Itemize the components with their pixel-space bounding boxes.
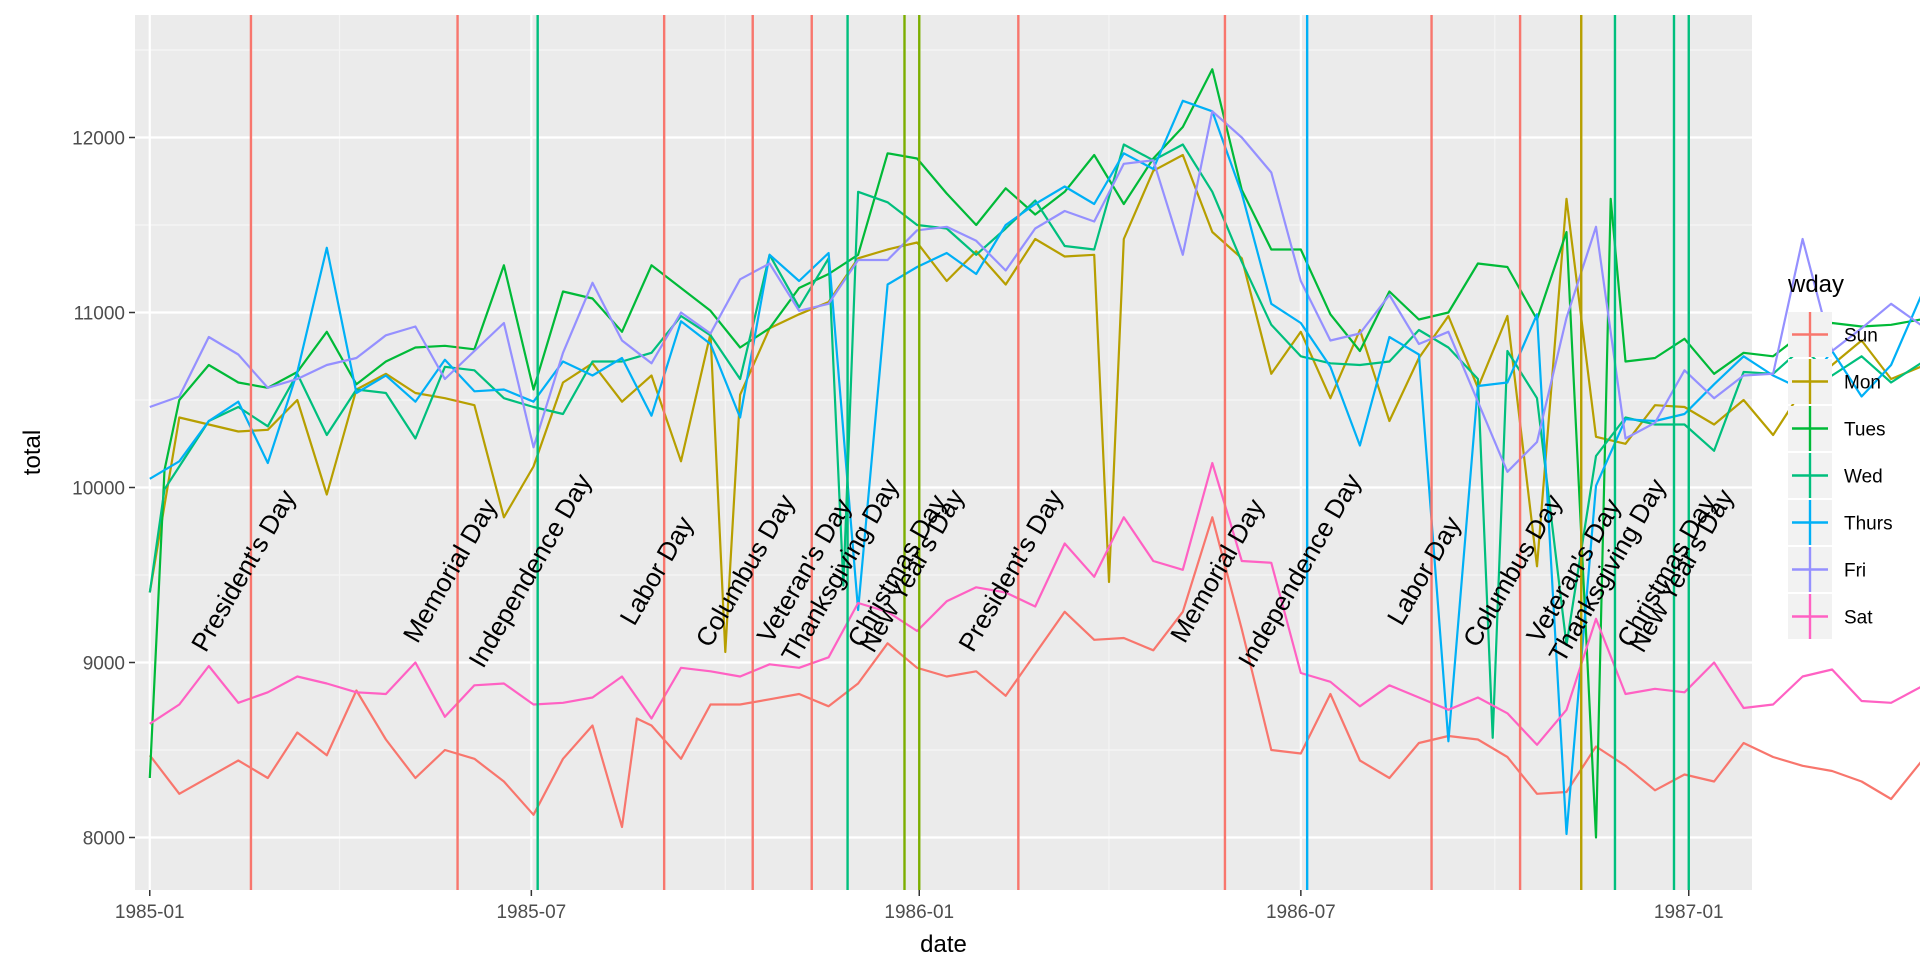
series-line-sat (149, 461, 1920, 746)
x-axis-title: date (920, 931, 967, 958)
y-tick-label: 12000 (72, 129, 125, 150)
y-tick-label: 10000 (72, 479, 125, 500)
y-tick-label: 9000 (83, 654, 125, 675)
series-line-sun (148, 516, 1920, 829)
series-line-thurs (149, 99, 1920, 836)
legend-label-sat: Sat (1844, 608, 1873, 629)
legend-label-tues: Tues (1844, 420, 1886, 441)
legend-label-sun: Sun (1844, 326, 1878, 347)
legend-label-mon: Mon (1844, 373, 1881, 394)
series-line-tues (148, 68, 1920, 839)
x-tick-label: 1986-07 (1266, 902, 1336, 923)
x-tick-label: 1987-01 (1654, 902, 1724, 923)
y-axis-title: total (19, 430, 46, 475)
x-tick-label: 1986-01 (884, 902, 954, 923)
legend-label-fri: Fri (1844, 561, 1866, 582)
plot-panel (135, 15, 1752, 890)
y-tick-label: 8000 (83, 829, 125, 850)
y-tick-label: 11000 (74, 304, 125, 325)
legend-label-wed: Wed (1844, 467, 1883, 488)
x-tick-label: 1985-07 (496, 902, 566, 923)
legend-label-thurs: Thurs (1844, 514, 1893, 535)
series-line-fri (149, 110, 1920, 473)
legend-title: wday (1787, 271, 1844, 298)
legend: wday Sun Mon Tues Wed Thurs Fri Sat (1787, 271, 1893, 639)
series-line-wed (148, 143, 1920, 739)
x-tick-label: 1985-01 (115, 902, 185, 923)
series-line-mon (148, 153, 1920, 654)
